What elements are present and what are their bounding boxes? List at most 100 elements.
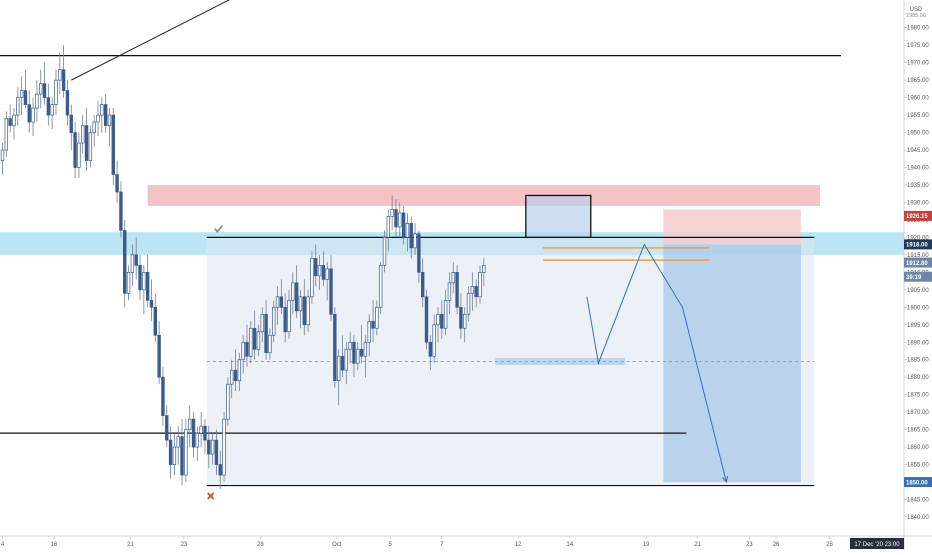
- candle-body: [199, 425, 203, 434]
- arrow-head-icon: [722, 476, 729, 484]
- candle: [103, 94, 108, 133]
- candle-body: [233, 369, 238, 382]
- candle: [130, 244, 135, 287]
- candle: [210, 433, 215, 465]
- candle: [111, 108, 115, 185]
- candle-body: [375, 306, 379, 329]
- candle-body: [333, 313, 337, 382]
- y-tick-label: 1920.00: [907, 235, 929, 241]
- price-badge: 1926.15: [904, 210, 932, 221]
- candle-body: [126, 272, 131, 294]
- candle: [367, 314, 371, 357]
- candle-body: [470, 285, 475, 294]
- candle: [405, 212, 410, 252]
- price-badge-label: 1918.00: [906, 243, 928, 249]
- candle-body: [226, 383, 230, 420]
- candle: [375, 300, 379, 336]
- candle: [168, 426, 173, 479]
- demand-zone: [495, 357, 626, 365]
- y-tick-label: 1975.00: [907, 43, 929, 49]
- candle: [275, 286, 280, 325]
- y-tick-label: 1955.00: [907, 113, 929, 119]
- y-tick-label: 1845.00: [907, 498, 929, 504]
- x-tick-label: 23: [746, 542, 753, 548]
- sell-target-zone: [663, 244, 801, 483]
- projection-path: [586, 243, 727, 483]
- price-badge: 1918.00: [904, 239, 932, 250]
- candle-body: [81, 125, 85, 144]
- candle-body: [363, 341, 368, 357]
- y-tick-label: 1980.00: [907, 26, 929, 32]
- candle-body: [88, 132, 93, 161]
- y-tick-label: 1880.00: [907, 375, 929, 381]
- price-badge-bg: [904, 271, 932, 282]
- candle: [61, 45, 66, 98]
- candle-body: [176, 436, 180, 448]
- candle-body: [180, 436, 184, 476]
- candle: [317, 254, 322, 290]
- candle-body: [142, 272, 146, 291]
- candle: [65, 80, 70, 126]
- candle: [100, 97, 104, 133]
- candle-body: [260, 313, 264, 333]
- candle-body: [436, 313, 440, 326]
- y-tick-label: 1895.00: [907, 323, 929, 329]
- x-tick-label: 5: [389, 542, 393, 548]
- candle-body: [336, 355, 341, 382]
- x-tick-label: 16: [51, 542, 58, 548]
- candle-body: [103, 104, 108, 126]
- candle: [474, 279, 478, 308]
- x-tick-label: 28: [826, 542, 833, 548]
- price-badge: 39:19: [904, 271, 932, 282]
- candle: [272, 300, 276, 343]
- candle-body: [413, 233, 417, 249]
- candle: [180, 419, 184, 486]
- candle-body: [482, 265, 486, 273]
- candle: [230, 359, 234, 399]
- candle-body: [287, 299, 291, 333]
- candle: [340, 335, 345, 378]
- y-tick-label: 1905.00: [907, 288, 929, 294]
- candle-body: [0, 149, 5, 161]
- candle: [134, 237, 138, 280]
- candle: [249, 321, 253, 364]
- candle-body: [38, 83, 43, 95]
- candle: [279, 279, 284, 315]
- candle: [187, 405, 192, 448]
- candle: [35, 80, 39, 123]
- candle: [54, 69, 58, 116]
- candle-body: [107, 114, 112, 126]
- y-tick-label: 1915.00: [907, 253, 929, 259]
- candle-body: [317, 265, 322, 277]
- pivot-box: [525, 194, 592, 239]
- candle-body: [241, 341, 245, 361]
- candle: [107, 108, 112, 147]
- candle-body: [294, 282, 299, 312]
- candles-layer: [0, 45, 486, 490]
- candle: [306, 289, 310, 332]
- candle-body: [23, 90, 28, 105]
- x-tick-label: 26: [773, 542, 780, 548]
- price-badge-bg: [904, 477, 932, 488]
- y-tick-label: 1950.00: [907, 131, 929, 137]
- candle: [58, 52, 62, 95]
- candle-body: [138, 265, 142, 291]
- candle-body: [478, 272, 482, 298]
- candle-body: [69, 114, 73, 133]
- candle-body: [428, 341, 433, 357]
- candle-body: [237, 359, 242, 382]
- candle-body: [4, 118, 9, 151]
- candle: [390, 195, 394, 231]
- candle-body: [203, 425, 207, 441]
- candle-body: [195, 432, 200, 448]
- candle-body: [443, 299, 448, 329]
- candle-body: [394, 209, 398, 228]
- candle-body: [359, 348, 364, 357]
- candle-body: [352, 341, 356, 364]
- candle-body: [210, 439, 215, 455]
- candle-body: [61, 69, 66, 91]
- candle: [459, 293, 463, 339]
- candle-body: [463, 313, 467, 329]
